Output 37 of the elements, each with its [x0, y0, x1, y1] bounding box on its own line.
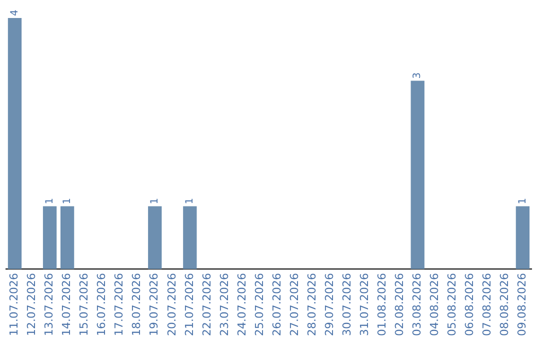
data-label: 1 [62, 198, 73, 204]
x-tick-label: 09.08.2026 [516, 273, 529, 336]
x-tick-label: 01.08.2026 [375, 273, 388, 336]
x-tick-label: 20.07.2026 [165, 273, 178, 336]
x-tick-label: 21.07.2026 [182, 273, 196, 336]
x-tick-label: 13.07.2026 [42, 273, 56, 336]
x-tick-label: 23.07.2026 [218, 273, 231, 336]
x-tick-label: 31.07.2026 [358, 273, 371, 336]
x-tick-label: 02.08.2026 [392, 273, 406, 336]
x-tick-label: 22.07.2026 [200, 273, 214, 336]
data-label: 1 [149, 198, 160, 204]
x-tick-label: 28.07.2026 [305, 273, 318, 336]
x-tick-label: 04.08.2026 [428, 273, 441, 336]
x-tick-label: 06.08.2026 [463, 273, 476, 336]
x-tick-label: 11.07.2026 [8, 273, 21, 336]
data-label: 1 [44, 198, 56, 204]
data-label: 4 [9, 10, 20, 16]
data-label: 1 [184, 198, 196, 204]
x-tick-label: 30.07.2026 [340, 273, 354, 336]
x-tick-label: 07.08.2026 [480, 273, 494, 336]
x-tick-label: 08.08.2026 [498, 273, 512, 336]
x-tick-label: 19.07.2026 [148, 273, 161, 336]
x-tick-label: 12.07.2026 [25, 273, 38, 336]
x-tick-label: 27.07.2026 [288, 273, 301, 336]
x-tick-label: 16.07.2026 [95, 273, 108, 336]
x-tick-label: 14.07.2026 [60, 273, 74, 336]
x-tick-label: 25.07.2026 [252, 273, 266, 336]
data-label: 1 [517, 198, 528, 204]
x-tick-label: 03.08.2026 [410, 273, 424, 336]
x-tick-label: 05.08.2026 [446, 273, 458, 336]
x-tick-label: 15.07.2026 [78, 273, 91, 336]
x-tick-label: 26.07.2026 [270, 273, 284, 336]
x-tick-label: 24.07.2026 [235, 273, 248, 336]
x-tick-label: 29.07.2026 [322, 273, 336, 336]
x-tick-label: 17.07.2026 [112, 273, 126, 336]
data-label: 3 [412, 72, 424, 79]
x-tick-label: 18.07.2026 [130, 273, 144, 336]
